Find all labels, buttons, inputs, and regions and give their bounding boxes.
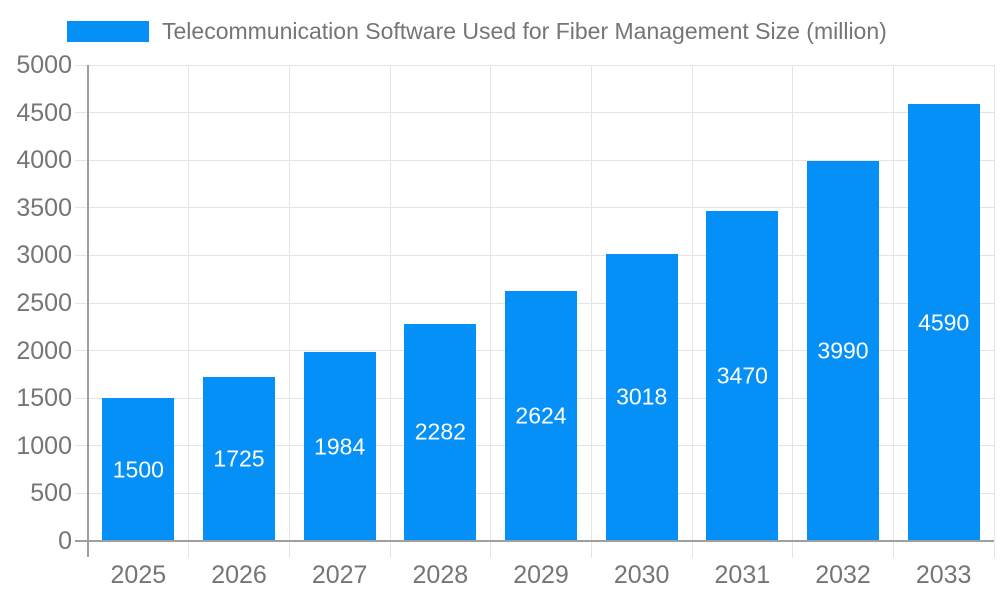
y-tick-mark bbox=[75, 207, 88, 209]
bar-value-label: 3990 bbox=[817, 337, 869, 364]
x-axis-tick-label: 2031 bbox=[714, 561, 771, 589]
x-axis-tick-label: 2028 bbox=[412, 561, 469, 589]
bar: 3990 bbox=[807, 161, 879, 541]
y-tick-mark bbox=[75, 64, 88, 66]
v-gridline bbox=[792, 65, 794, 541]
y-axis-tick-label: 4000 bbox=[16, 146, 72, 175]
y-tick-mark bbox=[75, 445, 88, 447]
bar-value-label: 1725 bbox=[213, 445, 265, 472]
y-axis-tick-label: 3000 bbox=[16, 241, 72, 270]
y-tick-mark bbox=[75, 159, 88, 161]
x-tick-mark bbox=[389, 542, 391, 558]
v-gridline bbox=[892, 65, 894, 541]
bar-value-label: 4590 bbox=[918, 308, 970, 335]
x-tick-mark bbox=[993, 542, 995, 558]
bar: 4590 bbox=[907, 104, 980, 541]
bar-value-label: 1500 bbox=[112, 456, 164, 483]
x-axis-line bbox=[75, 540, 994, 542]
h-gridline bbox=[88, 64, 994, 66]
x-tick-mark bbox=[590, 542, 592, 558]
y-axis-tick-label: 5000 bbox=[16, 51, 72, 79]
x-axis-tick-label: 2029 bbox=[513, 561, 569, 589]
y-axis-tick-label: 3500 bbox=[16, 193, 72, 222]
bar: 2282 bbox=[404, 323, 477, 541]
bar-value-label: 3018 bbox=[616, 383, 668, 410]
x-tick-mark bbox=[691, 542, 693, 558]
bar: 1984 bbox=[303, 352, 376, 541]
x-tick-mark bbox=[490, 542, 492, 558]
bar: 3470 bbox=[706, 210, 779, 541]
y-axis-tick-label: 500 bbox=[30, 479, 72, 508]
x-axis-tick-label: 2027 bbox=[311, 561, 368, 589]
bar: 2624 bbox=[505, 291, 577, 541]
x-axis-tick-label: 2032 bbox=[815, 561, 871, 589]
v-gridline bbox=[288, 65, 290, 541]
x-tick-mark bbox=[288, 542, 290, 558]
y-tick-mark bbox=[75, 492, 88, 494]
v-gridline bbox=[691, 65, 693, 541]
y-tick-mark bbox=[75, 112, 88, 114]
v-gridline bbox=[590, 65, 592, 541]
h-gridline bbox=[88, 254, 994, 256]
legend-label: Telecommunication Software Used for Fibe… bbox=[162, 18, 887, 44]
x-axis-tick-label: 2026 bbox=[211, 561, 267, 589]
y-tick-mark bbox=[75, 350, 88, 352]
y-tick-mark bbox=[75, 254, 88, 256]
bar: 1500 bbox=[102, 398, 175, 541]
bar-value-label: 2624 bbox=[515, 402, 567, 429]
bar-value-label: 2282 bbox=[414, 418, 466, 445]
x-tick-mark bbox=[188, 542, 190, 558]
bar: 1725 bbox=[203, 376, 275, 541]
x-axis-tick-label: 2025 bbox=[110, 561, 167, 589]
legend-swatch bbox=[67, 20, 149, 42]
y-axis-tick-label: 4500 bbox=[16, 98, 72, 127]
x-axis-tick-label: 2033 bbox=[915, 561, 972, 589]
h-gridline bbox=[88, 207, 994, 209]
x-tick-mark bbox=[792, 542, 794, 558]
y-axis-tick-label: 0 bbox=[58, 527, 72, 555]
y-axis-tick-label: 1500 bbox=[16, 384, 72, 413]
v-gridline bbox=[188, 65, 190, 541]
h-gridline bbox=[88, 159, 994, 161]
v-gridline bbox=[993, 65, 995, 541]
bar-value-label: 1984 bbox=[314, 433, 366, 460]
v-gridline bbox=[490, 65, 492, 541]
bar: 3018 bbox=[605, 253, 678, 541]
bar-value-label: 3470 bbox=[716, 362, 768, 389]
x-axis-tick-label: 2030 bbox=[613, 561, 670, 589]
y-axis-tick-label: 2000 bbox=[16, 336, 72, 365]
y-tick-mark bbox=[75, 397, 88, 399]
x-tick-mark bbox=[892, 542, 894, 558]
legend: Telecommunication Software Used for Fibe… bbox=[67, 17, 887, 45]
y-axis-tick-label: 2500 bbox=[16, 289, 72, 317]
y-tick-mark bbox=[75, 302, 88, 304]
v-gridline bbox=[389, 65, 391, 541]
h-gridline bbox=[88, 112, 994, 114]
y-axis-tick-label: 1000 bbox=[16, 431, 72, 460]
y-axis-line bbox=[87, 65, 89, 557]
